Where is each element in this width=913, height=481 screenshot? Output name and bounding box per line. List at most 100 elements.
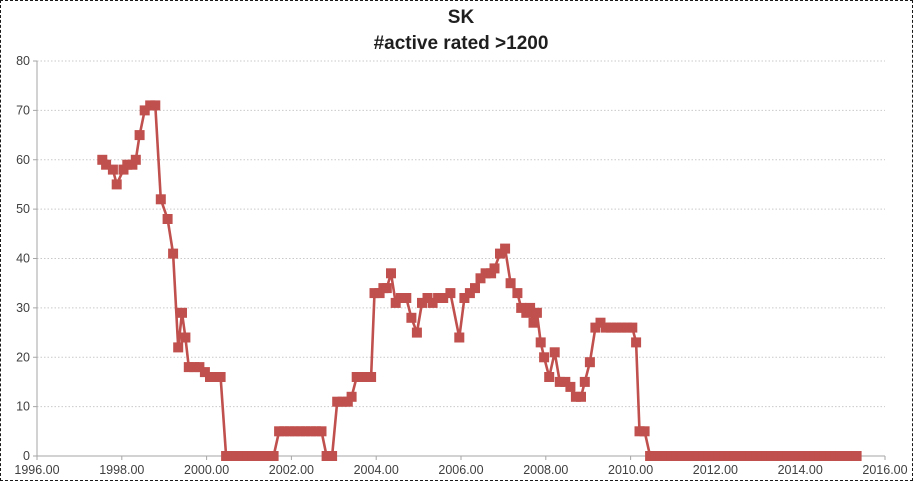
- data-point-marker: [258, 451, 268, 461]
- data-point-marker: [851, 451, 862, 461]
- data-point-marker: [263, 451, 274, 461]
- data-point-marker: [194, 362, 205, 373]
- data-point-marker: [692, 451, 703, 461]
- data-point-marker: [401, 293, 412, 303]
- data-point-marker: [189, 362, 200, 373]
- data-point-marker: [708, 451, 719, 461]
- data-point-marker: [475, 273, 486, 284]
- data-point-marker: [756, 451, 767, 461]
- data-point-marker: [231, 451, 242, 461]
- data-point-marker: [316, 426, 327, 437]
- data-point-marker: [107, 164, 118, 175]
- data-point-marker: [804, 451, 815, 461]
- data-point-marker: [134, 130, 145, 141]
- data-point-marker: [505, 278, 516, 289]
- x-tick-label: 2008.00: [523, 463, 568, 477]
- data-point-marker: [236, 451, 247, 461]
- data-point-marker: [554, 376, 565, 387]
- data-point-marker: [247, 451, 258, 461]
- data-point-marker: [101, 159, 112, 170]
- data-point-marker: [168, 248, 179, 259]
- data-point-marker: [634, 426, 645, 437]
- data-point-marker: [321, 451, 332, 461]
- data-point-marker: [470, 283, 480, 294]
- data-point-marker: [616, 322, 627, 333]
- data-point-marker: [698, 451, 709, 461]
- data-point-marker: [366, 372, 377, 382]
- data-point-marker: [631, 337, 642, 348]
- data-point-marker: [145, 100, 156, 111]
- data-point-marker: [719, 451, 730, 461]
- x-tick-label: 2004.00: [354, 463, 399, 477]
- data-point-marker: [305, 426, 316, 437]
- data-point-marker: [422, 293, 433, 303]
- data-point-marker: [500, 243, 511, 254]
- data-point-marker: [639, 426, 650, 437]
- data-point-marker: [252, 451, 263, 461]
- data-point-marker: [565, 381, 576, 392]
- data-point-marker: [438, 293, 449, 303]
- data-point-marker: [210, 372, 221, 382]
- data-point-marker: [772, 451, 783, 461]
- data-point-marker: [735, 451, 745, 461]
- data-point-marker: [162, 214, 173, 224]
- data-point-marker: [177, 307, 187, 318]
- data-point-marker: [611, 322, 622, 333]
- data-point-marker: [274, 426, 285, 437]
- y-tick-label: 60: [16, 153, 30, 167]
- data-point-marker: [703, 451, 714, 461]
- data-point-marker: [788, 451, 798, 461]
- data-point-marker: [751, 451, 762, 461]
- data-point-marker: [512, 288, 523, 299]
- data-point-marker: [289, 426, 300, 437]
- data-point-marker: [682, 451, 692, 461]
- data-point-marker: [528, 317, 539, 328]
- data-point-marker: [590, 322, 601, 333]
- data-point-marker: [386, 268, 396, 279]
- data-point-marker: [311, 426, 321, 437]
- data-point-marker: [489, 263, 500, 274]
- data-point-marker: [579, 376, 590, 387]
- data-point-marker: [427, 297, 438, 308]
- data-point-marker: [327, 451, 338, 461]
- data-point-marker: [539, 352, 550, 363]
- data-point-marker: [560, 376, 571, 387]
- data-point-marker: [221, 451, 232, 461]
- y-tick-label: 10: [16, 400, 30, 414]
- data-point-marker: [814, 451, 825, 461]
- data-point-marker: [687, 451, 698, 461]
- data-point-marker: [180, 332, 191, 343]
- data-point-marker: [454, 332, 465, 343]
- data-point-marker: [525, 302, 536, 313]
- y-tick-label: 0: [23, 449, 30, 463]
- data-point-marker: [445, 288, 456, 299]
- data-point-marker: [480, 268, 491, 279]
- data-point-marker: [622, 322, 633, 333]
- data-point-marker: [346, 391, 357, 402]
- data-point-marker: [645, 451, 656, 461]
- data-point-marker: [183, 362, 194, 373]
- y-tick-label: 70: [16, 103, 30, 117]
- data-point-marker: [417, 297, 427, 308]
- data-point-marker: [464, 288, 475, 299]
- data-point-marker: [606, 322, 617, 333]
- data-point-marker: [671, 451, 682, 461]
- data-point-marker: [337, 396, 348, 407]
- data-point-marker: [584, 357, 595, 368]
- data-point-marker: [660, 451, 671, 461]
- data-point-marker: [279, 426, 290, 437]
- data-point-marker: [284, 426, 295, 437]
- data-point-marker: [830, 451, 841, 461]
- x-tick-label: 1996.00: [14, 463, 59, 477]
- data-point-marker: [666, 451, 677, 461]
- data-point-marker: [782, 451, 793, 461]
- data-point-marker: [761, 451, 772, 461]
- data-point-marker: [676, 451, 687, 461]
- data-point-marker: [544, 372, 555, 382]
- data-point-marker: [724, 451, 735, 461]
- data-point-marker: [130, 154, 141, 165]
- data-point-marker: [798, 451, 809, 461]
- data-point-marker: [369, 288, 380, 299]
- data-point-marker: [122, 159, 133, 170]
